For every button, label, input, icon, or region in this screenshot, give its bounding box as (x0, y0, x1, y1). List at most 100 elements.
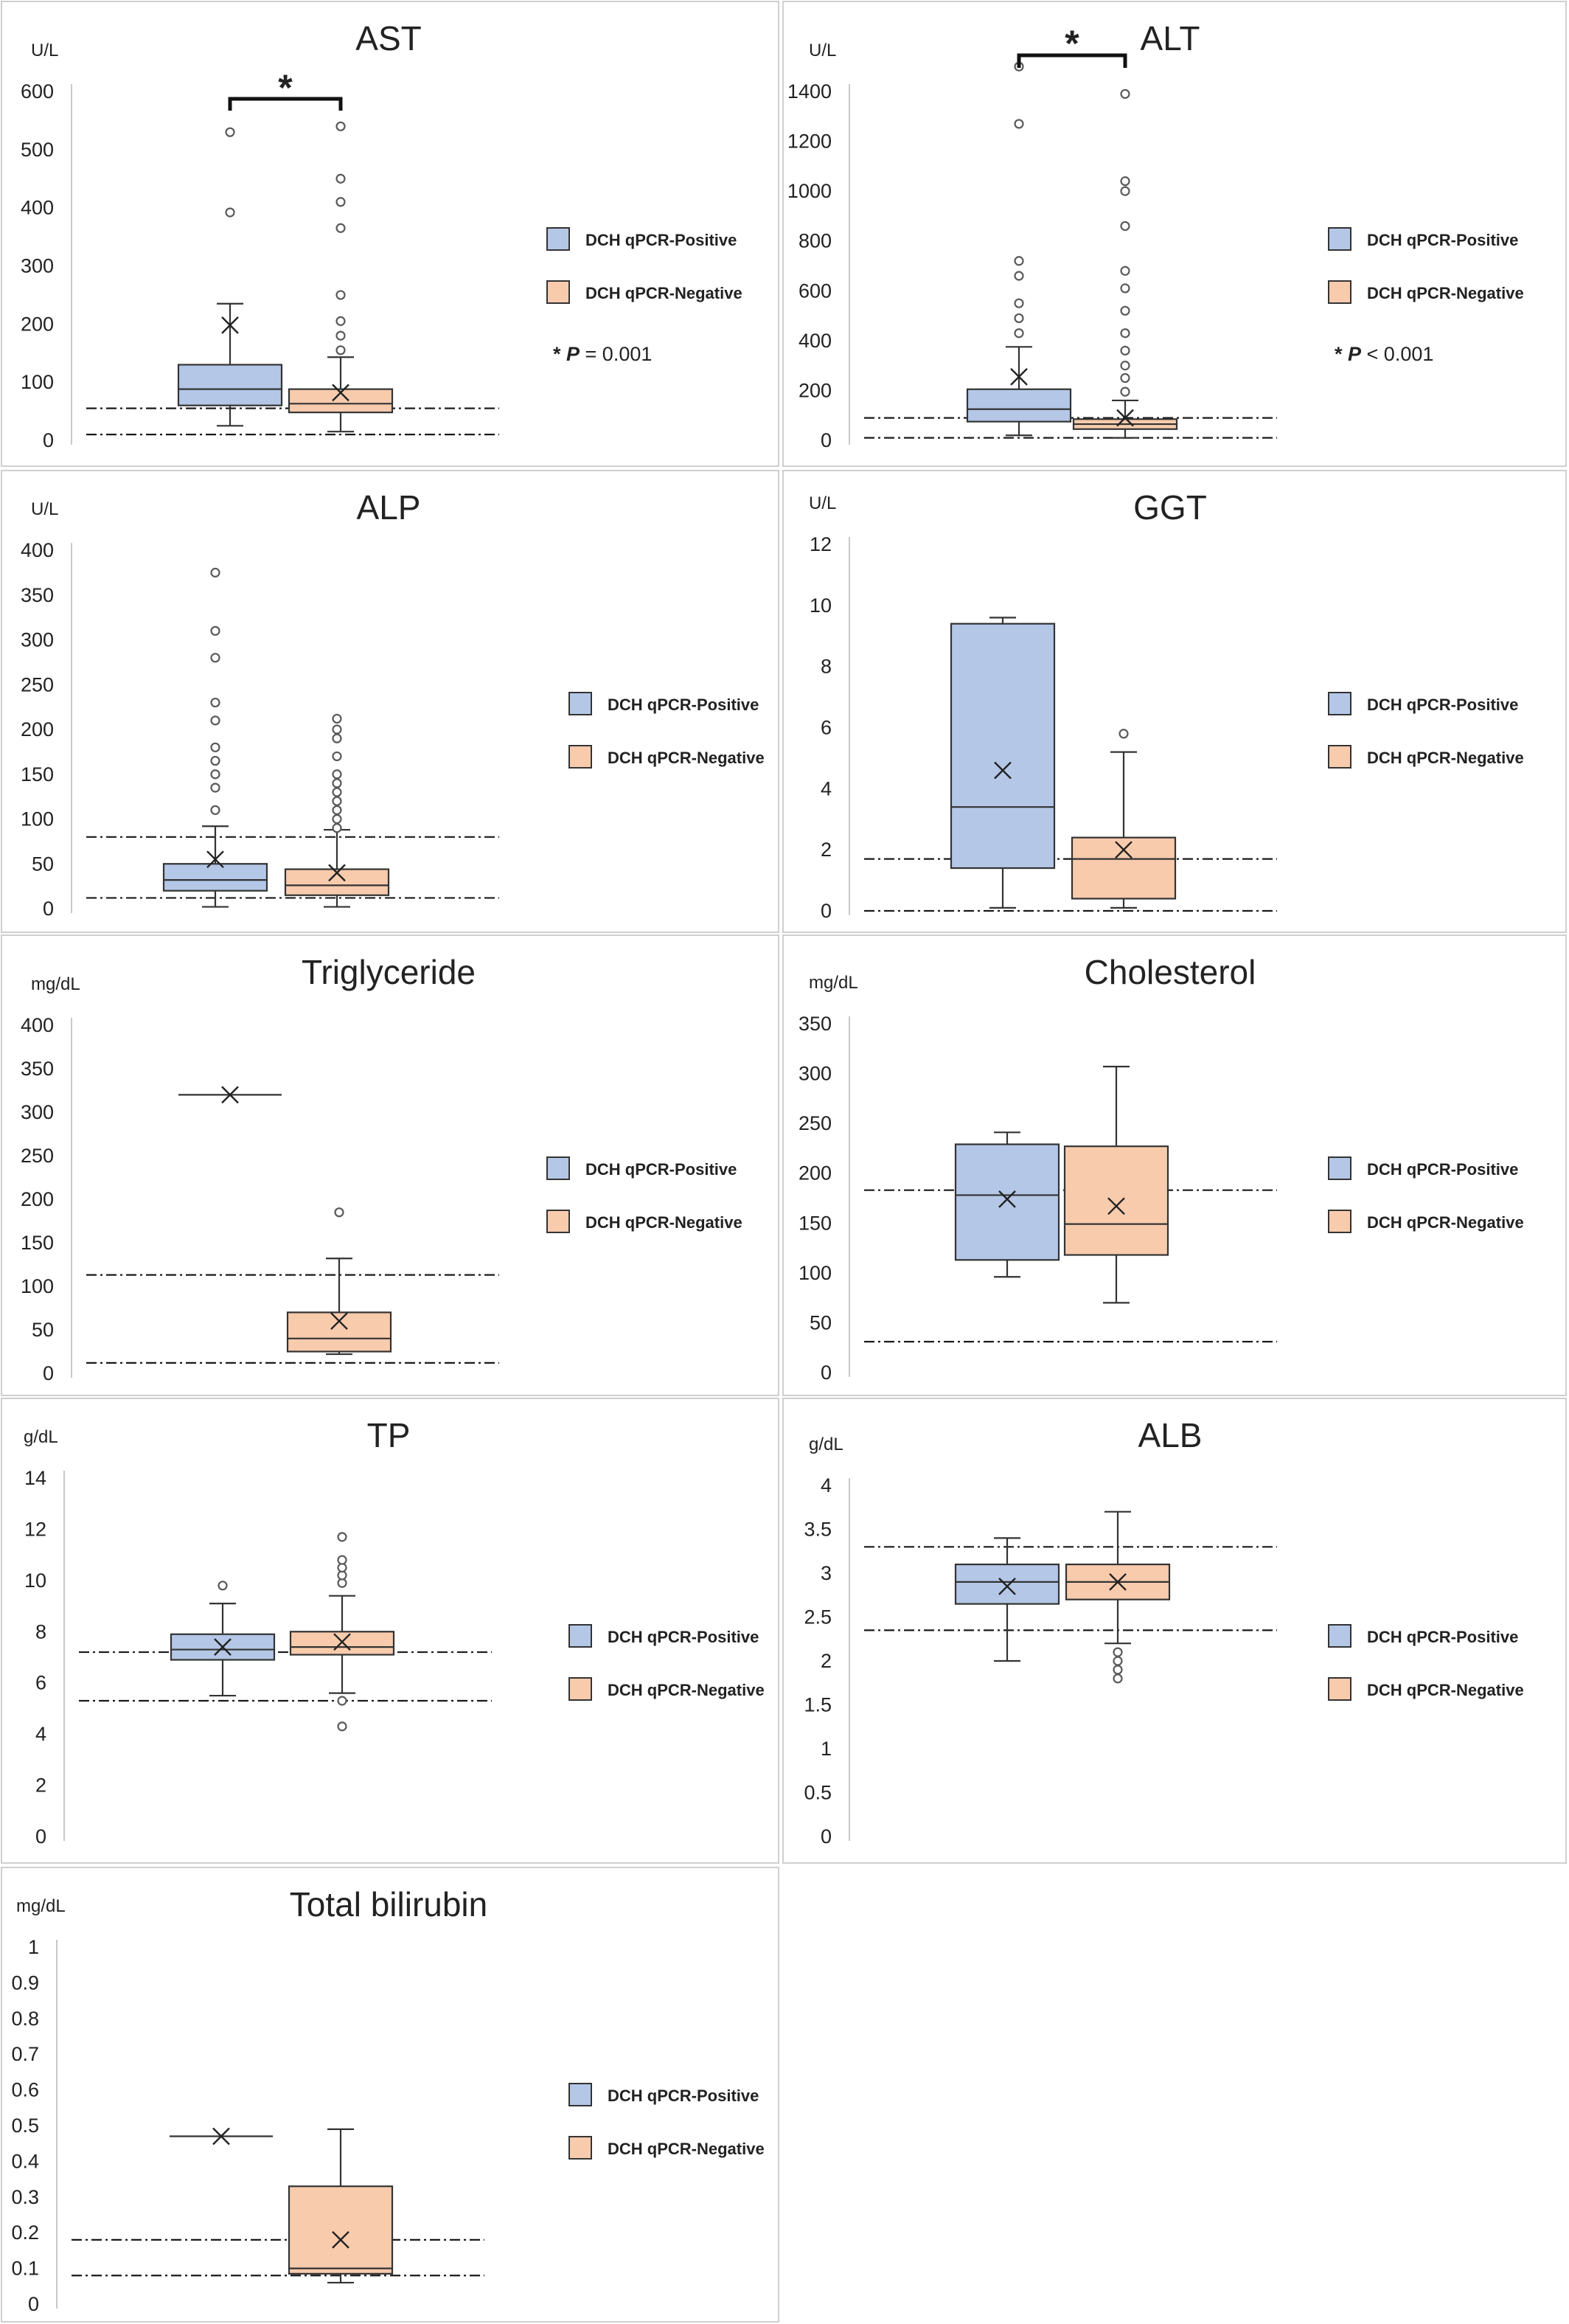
iqr-box (1063, 1145, 1169, 1256)
positive-series (170, 2127, 273, 2146)
iqr-box (170, 1633, 276, 1661)
outlier-point (1120, 361, 1130, 371)
positive-series (954, 1131, 1060, 1278)
legend-swatch (568, 692, 592, 715)
outlier-point (210, 769, 220, 780)
outlier-point (1120, 186, 1130, 196)
y-tick-label: 100 (21, 1275, 54, 1297)
y-tick-label: 10 (810, 594, 832, 617)
y-tick-label: 0.5 (11, 2115, 39, 2137)
y-tick-label: 200 (799, 379, 832, 401)
outlier-point (1120, 283, 1130, 294)
y-tick-label: 0 (821, 1825, 832, 1848)
y-tick-label: 300 (21, 629, 54, 651)
y-tick-label: 12 (810, 533, 832, 555)
negative-series (288, 2128, 394, 2284)
chart-title: GGT (1133, 488, 1207, 527)
y-tick-label: 1200 (787, 131, 832, 153)
mean-marker (1109, 1573, 1127, 1591)
outlier-point (335, 121, 346, 131)
outlier-point (210, 715, 220, 726)
unit-label: mg/dL (809, 973, 858, 993)
y-tick-label: 350 (21, 584, 54, 606)
legend-label: DCH qPCR-Positive (585, 231, 737, 249)
outlier-point (335, 290, 346, 300)
p-value-text: * P = 0.001 (553, 343, 652, 365)
iqr-box (288, 2185, 394, 2275)
outlier-point (337, 1721, 347, 1732)
legend-label: DCH qPCR-Positive (608, 696, 759, 714)
y-tick-label: 4 (821, 777, 832, 799)
y-tick-label: 250 (21, 673, 54, 696)
y-tick-label: 600 (21, 80, 54, 103)
legend-swatch (546, 227, 570, 251)
unit-label: U/L (31, 499, 58, 519)
mean-marker (1115, 841, 1133, 859)
y-tick-label: 600 (799, 280, 832, 302)
y-tick-label: 0.3 (11, 2186, 39, 2208)
negative-series (1072, 89, 1178, 439)
outlier-point (332, 724, 342, 735)
negative-series (286, 1207, 392, 1356)
outlier-point (210, 697, 220, 708)
y-tick-label: 10 (24, 1569, 46, 1592)
y-tick-label: 6 (35, 1672, 46, 1694)
unit-label: U/L (809, 41, 836, 60)
p-value-text: * P < 0.001 (1335, 343, 1433, 365)
outlier-point (1014, 328, 1024, 339)
y-tick-label: 8 (821, 656, 832, 678)
iqr-box (1071, 836, 1177, 900)
unit-label: g/dL (809, 1435, 843, 1454)
y-tick-label: 0.2 (11, 2221, 39, 2244)
y-tick-label: 0 (43, 898, 54, 920)
y-tick-label: 50 (32, 853, 54, 875)
negative-series (1071, 729, 1177, 909)
legend-label: DCH qPCR-Positive (608, 2087, 759, 2105)
outlier-point (1014, 313, 1024, 324)
negative-series (288, 121, 394, 433)
y-tick-label: 150 (799, 1212, 832, 1234)
outlier-point (332, 713, 342, 724)
legend: DCH qPCR-Positive DCH qPCR-Negative (1328, 1156, 1524, 1233)
y-tick-label: 400 (799, 330, 832, 352)
outlier-point (332, 733, 342, 743)
positive-series (178, 1086, 282, 1104)
p-value-star: * (553, 343, 566, 365)
outlier-point (335, 316, 346, 326)
y-tick-label: 0 (43, 429, 54, 451)
y-tick-label: 1400 (787, 80, 832, 103)
y-tick-label: 150 (21, 763, 54, 785)
panel-triglyceride: Triglyceride mg/dL 0 50 100 150 200 250 300 350 40… (1, 934, 779, 1396)
legend-label: DCH qPCR-Negative (608, 2140, 765, 2158)
y-tick-label: 0 (821, 429, 832, 451)
legend-label: DCH qPCR-Positive (1367, 696, 1518, 714)
iqr-box (162, 863, 268, 892)
mean-marker (206, 850, 224, 869)
mean-marker (1107, 1197, 1125, 1215)
y-tick-label: 0.7 (11, 2043, 39, 2065)
y-tick-label: 300 (799, 1063, 832, 1085)
legend-swatch (568, 745, 592, 769)
outlier-point (1113, 1656, 1123, 1666)
chart-title: AST (355, 19, 421, 58)
outlier-point (1120, 328, 1130, 339)
y-tick-label: 0 (28, 2293, 39, 2315)
outlier-point (1120, 305, 1130, 316)
chart-title: ALB (1138, 1416, 1203, 1454)
y-tick-label: 200 (21, 718, 54, 740)
negative-series (284, 713, 390, 908)
outlier-point (332, 805, 342, 815)
outlier-point (1014, 119, 1024, 129)
iqr-box (289, 1631, 395, 1656)
outlier-point (218, 1581, 228, 1591)
legend-label: DCH qPCR-Negative (1367, 1213, 1524, 1232)
y-tick-label: 2.5 (804, 1606, 832, 1628)
y-tick-label: 50 (810, 1311, 832, 1333)
chart-title: ALP (357, 488, 421, 527)
y-tick-label: 0 (821, 900, 832, 922)
iqr-box (954, 1564, 1060, 1605)
negative-series (289, 1532, 395, 1732)
outlier-point (335, 345, 346, 355)
legend: DCH qPCR-Positive DCH qPCR-Negative (568, 1624, 765, 1701)
